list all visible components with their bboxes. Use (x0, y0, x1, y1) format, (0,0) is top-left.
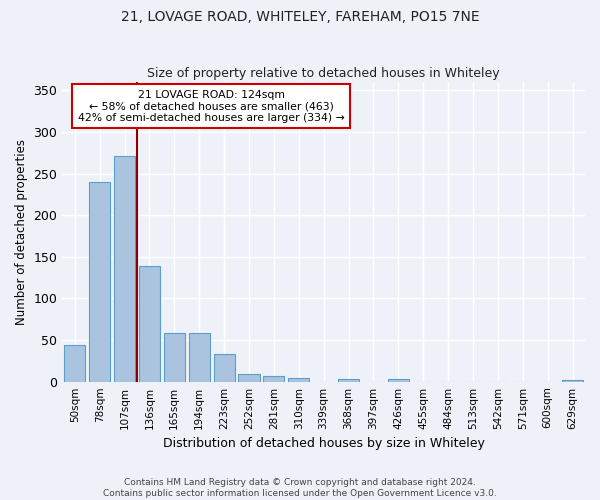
Bar (388, 379, 409, 382)
Bar (562, 380, 583, 382)
Bar (114, 156, 135, 382)
Y-axis label: Number of detached properties: Number of detached properties (15, 139, 28, 325)
Bar (89, 182, 110, 382)
Text: 21, LOVAGE ROAD, WHITELEY, FAREHAM, PO15 7NE: 21, LOVAGE ROAD, WHITELEY, FAREHAM, PO15… (121, 10, 479, 24)
Text: Contains HM Land Registry data © Crown copyright and database right 2024.
Contai: Contains HM Land Registry data © Crown c… (103, 478, 497, 498)
X-axis label: Distribution of detached houses by size in Whiteley: Distribution of detached houses by size … (163, 437, 485, 450)
Bar (64, 345, 85, 382)
Bar (288, 378, 310, 382)
Bar (338, 379, 359, 382)
Bar (214, 354, 235, 382)
Bar (263, 376, 284, 382)
Text: 21 LOVAGE ROAD: 124sqm
← 58% of detached houses are smaller (463)
42% of semi-de: 21 LOVAGE ROAD: 124sqm ← 58% of detached… (78, 90, 344, 122)
Bar (139, 266, 160, 382)
Bar (164, 334, 185, 382)
Bar (188, 334, 210, 382)
Bar (238, 374, 260, 382)
Title: Size of property relative to detached houses in Whiteley: Size of property relative to detached ho… (148, 66, 500, 80)
